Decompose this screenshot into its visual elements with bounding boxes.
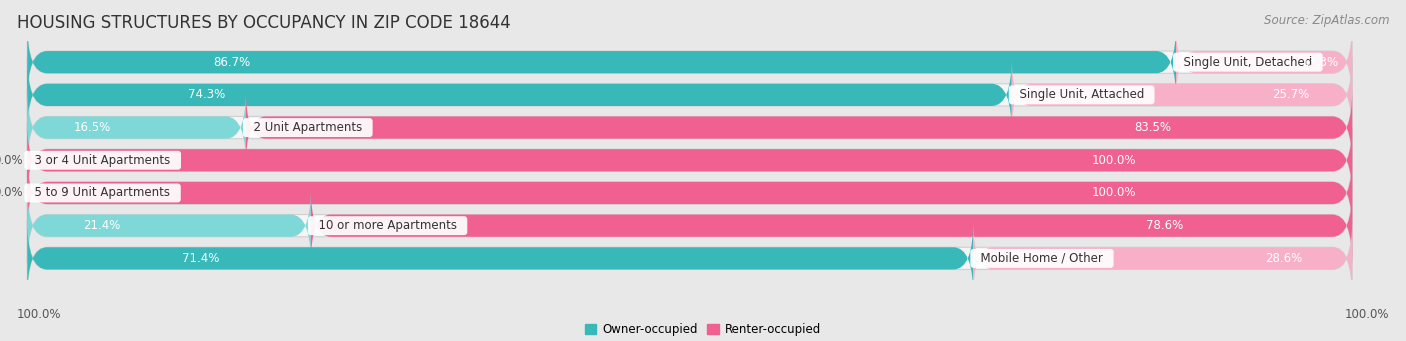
Text: 78.6%: 78.6% [1146, 219, 1184, 232]
Text: 100.0%: 100.0% [1091, 187, 1136, 199]
FancyBboxPatch shape [27, 24, 1353, 100]
Text: 10 or more Apartments: 10 or more Apartments [311, 219, 464, 232]
Text: 86.7%: 86.7% [212, 56, 250, 69]
FancyBboxPatch shape [973, 220, 1353, 296]
Text: 13.3%: 13.3% [1302, 56, 1339, 69]
Text: 25.7%: 25.7% [1272, 88, 1309, 101]
Text: Source: ZipAtlas.com: Source: ZipAtlas.com [1264, 14, 1389, 27]
FancyBboxPatch shape [27, 57, 1012, 133]
Text: 74.3%: 74.3% [188, 88, 225, 101]
Text: 5 to 9 Unit Apartments: 5 to 9 Unit Apartments [27, 187, 177, 199]
FancyBboxPatch shape [27, 155, 1353, 231]
Text: 100.0%: 100.0% [17, 308, 62, 321]
Text: 71.4%: 71.4% [183, 252, 219, 265]
Text: 2 Unit Apartments: 2 Unit Apartments [246, 121, 370, 134]
FancyBboxPatch shape [27, 220, 973, 296]
Legend: Owner-occupied, Renter-occupied: Owner-occupied, Renter-occupied [579, 318, 827, 341]
FancyBboxPatch shape [311, 188, 1353, 264]
FancyBboxPatch shape [27, 188, 1353, 264]
FancyBboxPatch shape [27, 155, 1353, 231]
Text: 28.6%: 28.6% [1265, 252, 1302, 265]
FancyBboxPatch shape [27, 188, 311, 264]
FancyBboxPatch shape [246, 90, 1353, 165]
FancyBboxPatch shape [27, 90, 246, 165]
Text: Mobile Home / Other: Mobile Home / Other [973, 252, 1111, 265]
FancyBboxPatch shape [27, 122, 1353, 198]
Text: 16.5%: 16.5% [73, 121, 111, 134]
Text: Single Unit, Attached: Single Unit, Attached [1012, 88, 1152, 101]
FancyBboxPatch shape [27, 90, 1353, 165]
FancyBboxPatch shape [27, 24, 1175, 100]
FancyBboxPatch shape [27, 122, 1353, 198]
Text: Single Unit, Detached: Single Unit, Detached [1175, 56, 1320, 69]
Text: 100.0%: 100.0% [1091, 154, 1136, 167]
Text: 100.0%: 100.0% [1344, 308, 1389, 321]
FancyBboxPatch shape [27, 220, 1353, 296]
FancyBboxPatch shape [1012, 57, 1353, 133]
Text: 0.0%: 0.0% [0, 154, 24, 167]
Text: 3 or 4 Unit Apartments: 3 or 4 Unit Apartments [27, 154, 179, 167]
Text: 0.0%: 0.0% [0, 187, 24, 199]
Text: 83.5%: 83.5% [1135, 121, 1171, 134]
FancyBboxPatch shape [27, 57, 1353, 133]
Text: 21.4%: 21.4% [83, 219, 121, 232]
Text: HOUSING STRUCTURES BY OCCUPANCY IN ZIP CODE 18644: HOUSING STRUCTURES BY OCCUPANCY IN ZIP C… [17, 14, 510, 32]
FancyBboxPatch shape [1175, 24, 1353, 100]
